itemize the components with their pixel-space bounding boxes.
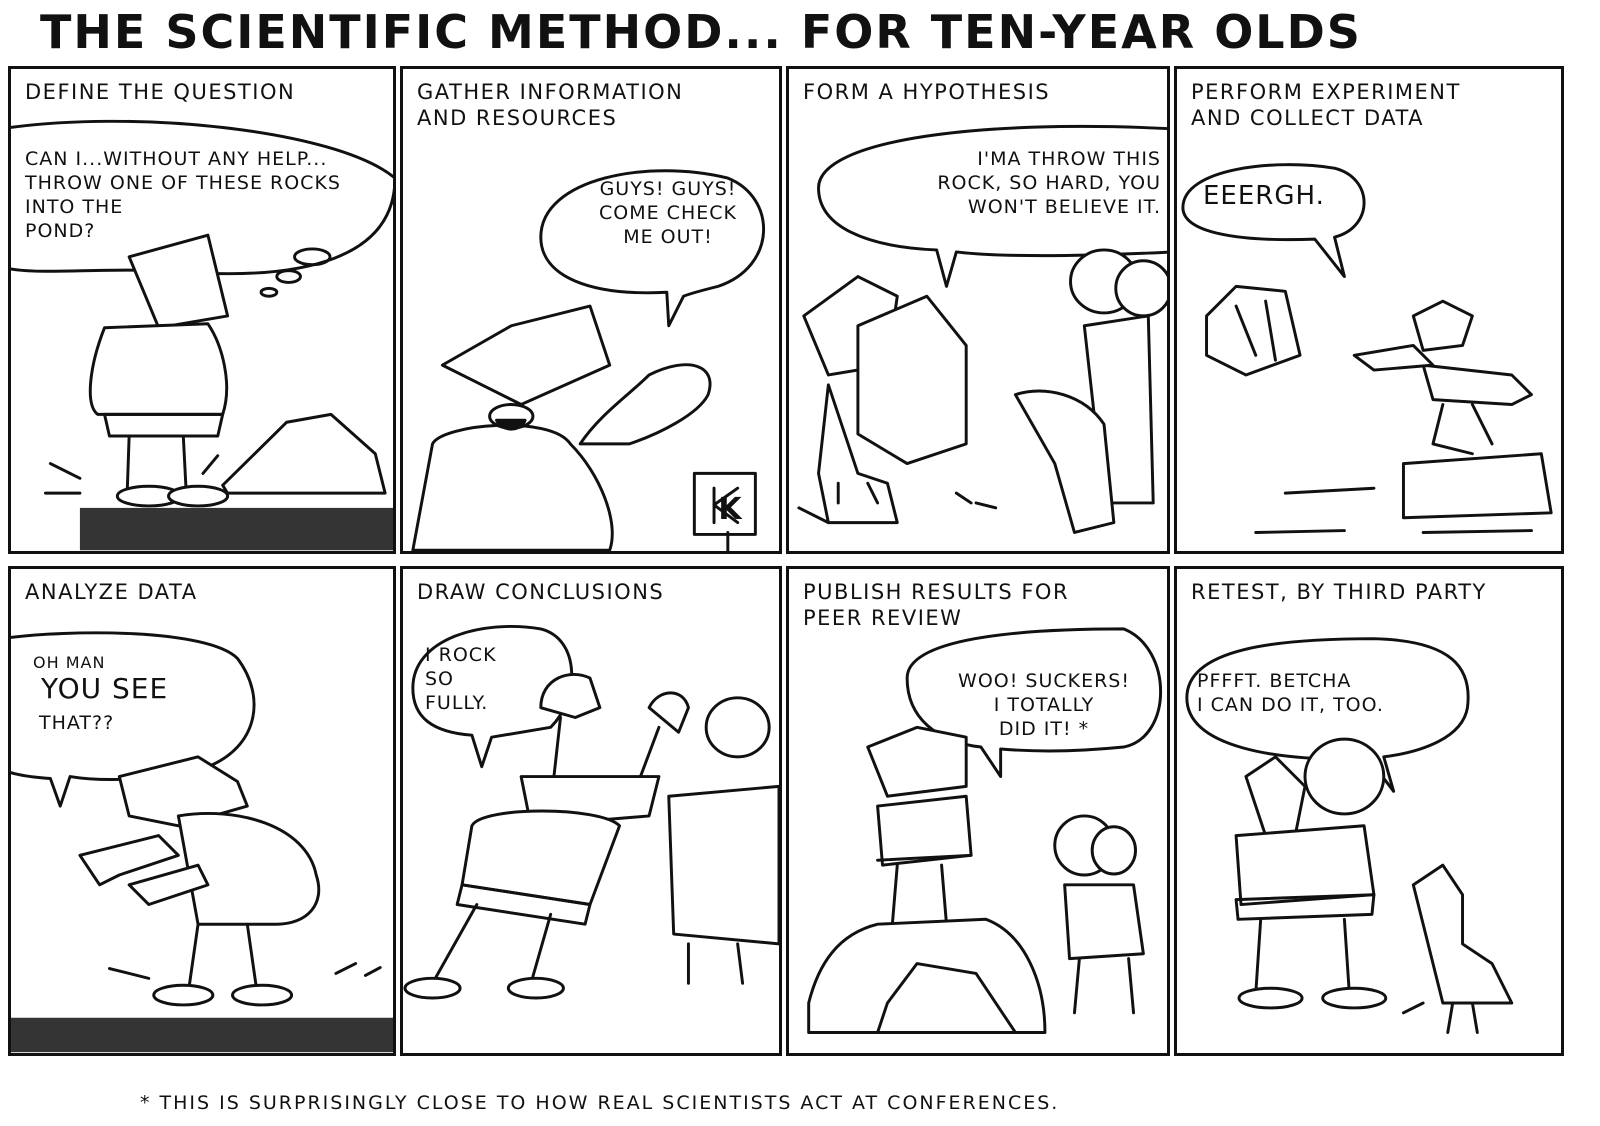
panel-caption: DRAW CONCLUSIONS	[417, 580, 665, 604]
panel-art	[797, 124, 1167, 534]
panel-retest-third-party: RETEST, BY THIRD PARTY PFFFT. BETCHA I C…	[1174, 566, 1564, 1056]
panel-define-question: DEFINE THE QUESTION CAN I...WITHOUT ANY …	[8, 66, 396, 554]
panel-caption: PERFORM EXPERIMENT AND COLLECT DATA	[1191, 80, 1461, 130]
speech-bubble-text: I'MA THROW THIS ROCK, SO HARD, YOU WON'T…	[937, 148, 1161, 218]
comic-title: THE SCIENTIFIC METHOD... FOR TEN-YEAR OL…	[40, 5, 1362, 59]
speech-bubble-text: EEERGH.	[1203, 181, 1325, 211]
panel-caption: ANALYZE DATA	[25, 580, 198, 604]
panel-caption: PUBLISH RESULTS FOR PEER REVIEW	[803, 580, 1070, 630]
speech-bubble-text: I ROCK SO FULLY.	[425, 644, 497, 714]
speech-bubble-text: CAN I...WITHOUT ANY HELP... THROW ONE OF…	[25, 148, 341, 242]
speech-bubble-text-end: THAT??	[39, 712, 115, 734]
panel-draw-conclusions: DRAW CONCLUSIONS I ROCK SO FULLY.	[400, 566, 782, 1056]
panel-caption: DEFINE THE QUESTION	[25, 80, 296, 104]
panel-form-hypothesis: FORM A HYPOTHESIS I'MA THROW THIS ROCK, …	[786, 66, 1170, 554]
panel-art	[403, 625, 779, 1000]
artist-signature: K	[718, 492, 742, 527]
panel-art	[11, 119, 393, 551]
speech-bubble-text-small: OH MAN	[33, 653, 106, 672]
panel-art	[807, 627, 1163, 1034]
panel-analyze-data: ANALYZE DATA OH MAN YOU SEE THAT??	[8, 566, 396, 1056]
panel-art	[1185, 637, 1514, 1035]
panel-publish-results: PUBLISH RESULTS FOR PEER REVIEW WOO! SUC…	[786, 566, 1170, 1056]
panel-caption: FORM A HYPOTHESIS	[803, 80, 1051, 104]
panel-art	[1181, 163, 1553, 534]
panel-gather-information: GATHER INFORMATION AND RESOURCES GUYS! G…	[400, 66, 782, 554]
speech-bubble-text-big: YOU SEE	[41, 672, 169, 705]
panel-caption: GATHER INFORMATION AND RESOURCES	[417, 80, 684, 130]
panel-caption: RETEST, BY THIRD PARTY	[1191, 580, 1487, 604]
speech-bubble-text: PFFFT. BETCHA I CAN DO IT, TOO.	[1197, 670, 1384, 716]
speech-bubble-text: GUYS! GUYS! COME CHECK ME OUT!	[599, 178, 737, 248]
footnote: * THIS IS SURPRISINGLY CLOSE TO HOW REAL…	[140, 1092, 1060, 1114]
panel-art	[411, 169, 765, 551]
panel-art	[11, 631, 393, 1053]
speech-bubble-text: WOO! SUCKERS! I TOTALLY DID IT! *	[958, 670, 1130, 740]
panel-perform-experiment: PERFORM EXPERIMENT AND COLLECT DATA EEER…	[1174, 66, 1564, 554]
